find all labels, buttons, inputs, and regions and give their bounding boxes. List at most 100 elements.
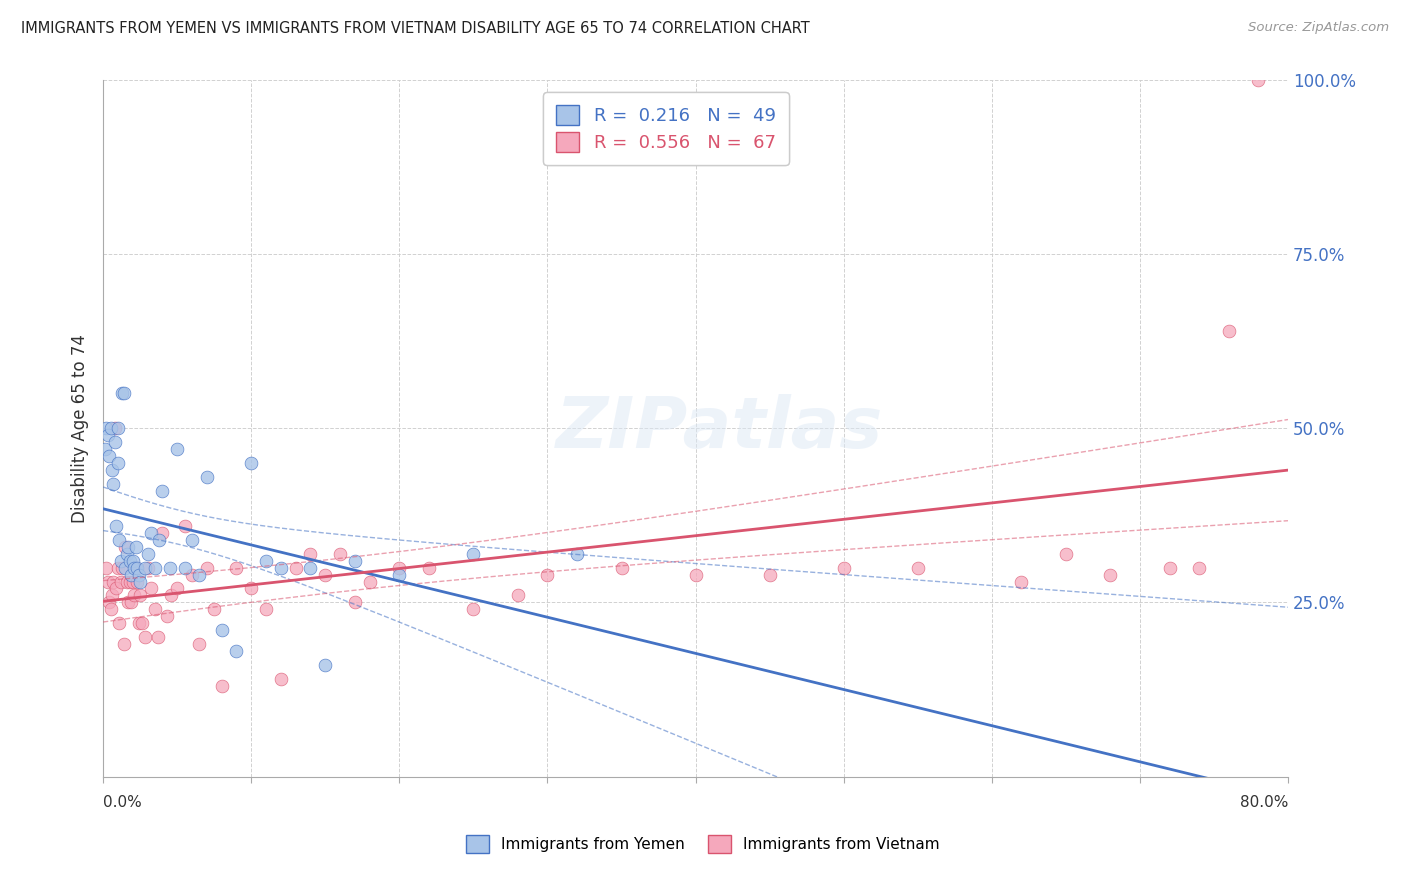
Point [111,386,134,401]
Point [122,589,145,603]
Point [97,428,120,442]
Point [120,595,142,609]
Point [314,567,336,582]
Point [114,560,136,574]
Point [103,574,125,589]
Point [105,518,128,533]
Point [388,567,411,582]
Point [166,582,188,596]
Point [101,463,124,477]
Point [173,560,195,574]
Point [110,553,132,567]
Point [111,560,134,574]
Point [195,470,218,484]
Point [181,533,204,547]
Point [118,574,141,589]
Point [832,560,855,574]
Point [1099,567,1122,582]
Point [105,582,128,596]
Point [150,483,173,498]
Point [112,637,135,651]
Point [131,616,153,631]
Text: IMMIGRANTS FROM YEMEN VS IMMIGRANTS FROM VIETNAM DISABILITY AGE 65 TO 74 CORRELA: IMMIGRANTS FROM YEMEN VS IMMIGRANTS FROM… [21,21,810,36]
Point [240,582,263,596]
Point [565,547,588,561]
Point [1247,73,1270,87]
Point [104,421,127,435]
Point [117,540,139,554]
Point [388,560,411,574]
Point [107,421,129,435]
Point [159,560,181,574]
Point [188,637,211,651]
Point [146,630,169,644]
Point [463,547,485,561]
Point [181,567,204,582]
Point [907,560,929,574]
Point [128,616,150,631]
Point [160,589,183,603]
Point [104,435,127,450]
Point [136,560,159,574]
Point [117,595,139,609]
Point [98,595,121,609]
Point [1159,560,1181,574]
Point [156,609,179,624]
Point [202,602,225,616]
Point [121,574,143,589]
Point [134,630,156,644]
Point [94,560,117,574]
Point [103,477,125,491]
Point [139,525,162,540]
Point [107,456,129,470]
Legend: R =  0.216   N =  49, R =  0.556   N =  67: R = 0.216 N = 49, R = 0.556 N = 67 [543,93,789,165]
Point [128,567,150,582]
Point [418,560,440,574]
Point [112,386,135,401]
Point [150,525,173,540]
Point [211,624,233,638]
Point [685,567,707,582]
Point [93,442,115,457]
Text: ZIPatlas: ZIPatlas [555,393,883,463]
Point [114,540,136,554]
Point [173,518,195,533]
Point [120,567,142,582]
Point [127,574,149,589]
Point [97,574,120,589]
Point [254,602,277,616]
Point [129,574,152,589]
Point [121,553,143,567]
Point [1188,560,1211,574]
Text: 80.0%: 80.0% [1240,795,1288,810]
Point [343,553,366,567]
Point [195,560,218,574]
Point [1054,547,1077,561]
Point [329,547,352,561]
Point [314,658,336,673]
Point [143,602,166,616]
Point [101,589,124,603]
Point [284,560,307,574]
Point [110,574,132,589]
Point [463,602,485,616]
Point [108,533,131,547]
Point [143,560,166,574]
Point [270,560,292,574]
Point [136,547,159,561]
Point [610,560,633,574]
Point [115,547,138,561]
Point [100,602,122,616]
Point [240,456,263,470]
Point [299,560,322,574]
Point [115,574,138,589]
Point [129,589,152,603]
Point [359,574,381,589]
Y-axis label: Disability Age 65 to 74: Disability Age 65 to 74 [72,334,89,523]
Text: Source: ZipAtlas.com: Source: ZipAtlas.com [1249,21,1389,34]
Point [98,449,121,463]
Point [1010,574,1032,589]
Point [125,560,148,574]
Point [118,553,141,567]
Point [758,567,780,582]
